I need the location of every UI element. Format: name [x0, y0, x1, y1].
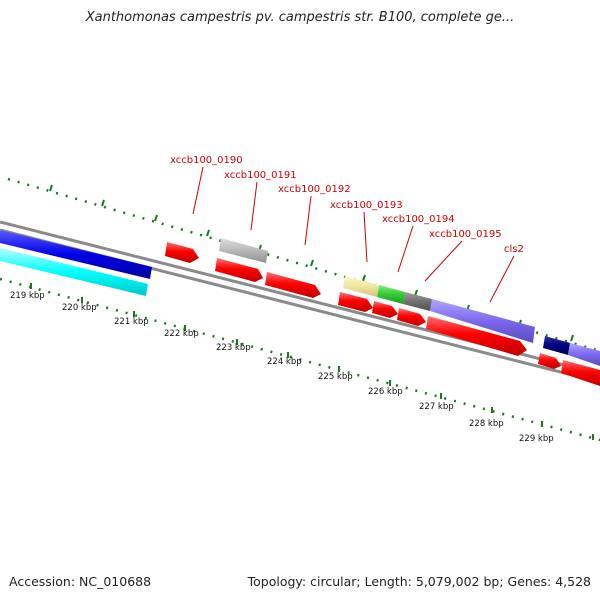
outer-major-tick [570, 334, 574, 342]
gene-red[interactable] [265, 272, 321, 298]
kbp-label: 221 kbp [114, 317, 149, 327]
gene-red[interactable] [538, 353, 561, 369]
kbp-label: 220 kbp [62, 303, 97, 313]
kbp-label: 228 kbp [469, 419, 504, 429]
inner-tick-ring [0, 277, 600, 442]
gene-xccb100_0191[interactable] [219, 238, 268, 263]
kbp-label: 219 kbp [10, 291, 45, 301]
kbp-label: 227 kbp [419, 402, 454, 412]
kbp-label: 224 kbp [267, 357, 302, 367]
gene-red[interactable] [215, 258, 263, 282]
gene-navy[interactable] [543, 336, 570, 355]
gene-cls2[interactable] [430, 299, 535, 343]
gene-xccb100_0195[interactable] [403, 292, 432, 311]
gene-xccb100_0194[interactable] [377, 285, 405, 304]
gene-red[interactable] [561, 360, 600, 386]
genome-summary-text: Topology: circular; Length: 5,079,002 bp… [247, 574, 591, 589]
label-leaders [192, 166, 515, 303]
kbp-label: 223 kbp [216, 343, 251, 353]
gene-features [0, 230, 600, 386]
kbp-label: 225 kbp [318, 372, 353, 382]
kbp-labels: 219 kbp 220 kbp 221 kbp 222 kbp 223 kbp … [10, 291, 554, 444]
accession-text: Accession: NC_010688 [9, 574, 152, 589]
outer-major-tick [101, 199, 105, 207]
kbp-label: 226 kbp [368, 387, 403, 397]
gene-red[interactable] [397, 308, 426, 326]
gene-red[interactable] [426, 316, 527, 356]
gene-labels: xccb100_0190 xccb100_0191 xccb100_0192 x… [170, 155, 524, 255]
outer-major-tick [49, 184, 53, 192]
gene-xccb100_0190[interactable] [165, 242, 199, 263]
gene-red[interactable] [338, 292, 373, 312]
gene-label[interactable]: cls2 [504, 244, 524, 255]
gene-label[interactable]: xccb100_0193 [330, 200, 403, 211]
gene-cyan[interactable] [0, 248, 148, 296]
gene-label[interactable]: xccb100_0195 [429, 229, 502, 240]
gene-label[interactable]: xccb100_0190 [170, 155, 243, 166]
outer-major-tick [206, 229, 210, 237]
outer-major-tick [154, 214, 158, 222]
page-title: Xanthomonas campestris pv. campestris st… [85, 10, 515, 25]
gene-red[interactable] [372, 301, 398, 318]
outer-major-tick [362, 274, 366, 282]
gene-label[interactable]: xccb100_0192 [278, 184, 351, 195]
gene-label[interactable]: xccb100_0191 [224, 170, 297, 181]
gene-purple-right[interactable] [568, 343, 600, 366]
kbp-label: 229 kbp [519, 434, 554, 444]
gene-xccb100_0193[interactable] [343, 276, 379, 297]
gene-label[interactable]: xccb100_0194 [382, 214, 455, 225]
outer-major-tick [310, 259, 314, 267]
gene-blue[interactable] [0, 230, 152, 279]
kbp-label: 222 kbp [164, 329, 199, 339]
